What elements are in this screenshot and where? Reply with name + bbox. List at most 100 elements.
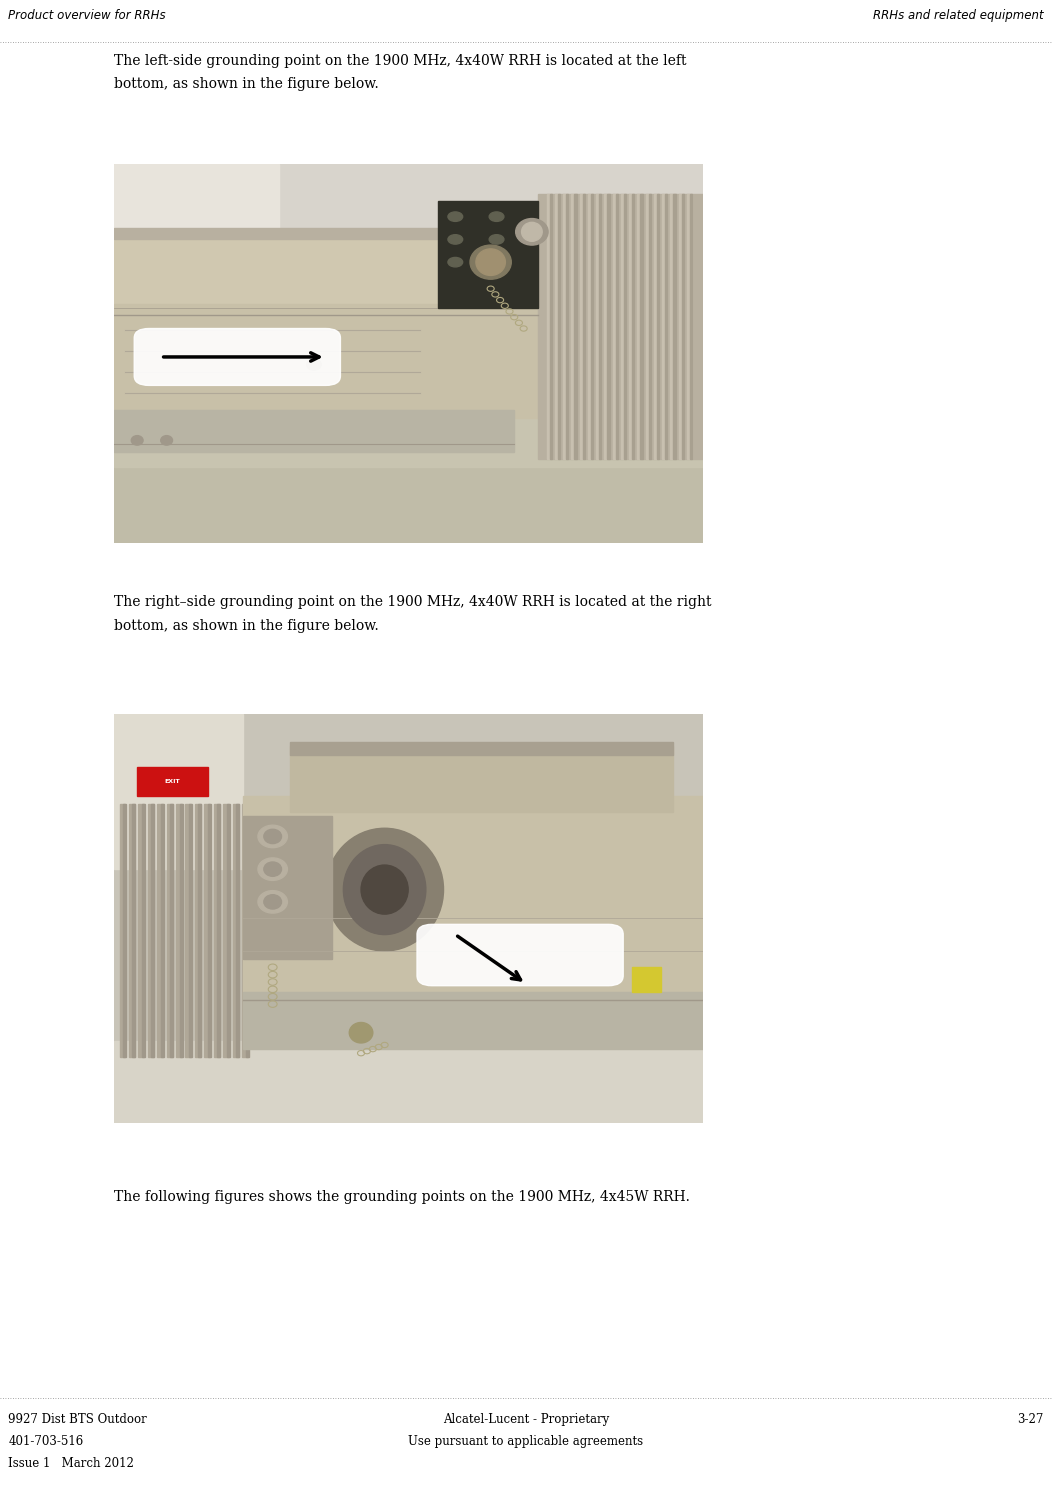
Bar	[571, 193, 576, 459]
Bar	[129, 803, 135, 1057]
Bar	[189, 803, 191, 1057]
Bar	[621, 193, 626, 459]
Bar	[648, 193, 651, 459]
Bar	[243, 796, 703, 999]
Bar	[604, 193, 610, 459]
Ellipse shape	[448, 235, 463, 244]
Bar	[632, 193, 634, 459]
Bar	[574, 193, 576, 459]
Text: EXIT: EXIT	[165, 779, 180, 784]
Bar	[632, 968, 662, 992]
Ellipse shape	[361, 865, 408, 915]
Text: Alcatel-Lucent - Proprietary: Alcatel-Lucent - Proprietary	[443, 1413, 609, 1426]
FancyBboxPatch shape	[417, 925, 623, 986]
Text: bottom, as shown in the figure below.: bottom, as shown in the figure below.	[114, 619, 379, 632]
Ellipse shape	[489, 213, 504, 222]
Ellipse shape	[448, 257, 463, 266]
Bar	[566, 193, 568, 459]
Bar	[290, 742, 673, 754]
Bar	[170, 803, 174, 1057]
Bar	[139, 803, 144, 1057]
Bar	[583, 193, 585, 459]
Text: The right–side grounding point on the 1900 MHz, 4x40W RRH is located at the righ: The right–side grounding point on the 19…	[114, 595, 711, 608]
Bar	[142, 803, 145, 1057]
Bar	[114, 410, 514, 452]
Bar	[204, 803, 210, 1057]
Bar	[123, 803, 126, 1057]
Bar	[147, 803, 154, 1057]
Bar	[290, 746, 673, 812]
Bar	[133, 803, 136, 1057]
Bar	[195, 803, 201, 1057]
Bar	[232, 803, 239, 1057]
Bar	[558, 193, 560, 459]
Text: 9927 Dist BTS Outdoor: 9927 Dist BTS Outdoor	[8, 1413, 147, 1426]
Ellipse shape	[258, 825, 287, 848]
Bar	[243, 992, 703, 1050]
Bar	[563, 193, 568, 459]
Ellipse shape	[515, 219, 548, 245]
Bar	[612, 193, 618, 459]
Bar	[114, 303, 538, 418]
Bar	[114, 1041, 703, 1123]
Bar	[438, 201, 538, 308]
Ellipse shape	[448, 213, 463, 222]
Bar	[673, 193, 675, 459]
Bar	[218, 803, 220, 1057]
Text: Product overview for RRHs: Product overview for RRHs	[8, 9, 166, 22]
Ellipse shape	[132, 436, 143, 445]
Bar	[114, 714, 243, 868]
Bar	[208, 803, 210, 1057]
Bar	[114, 315, 703, 467]
Bar	[679, 193, 684, 459]
Ellipse shape	[476, 248, 505, 275]
Bar	[114, 448, 703, 543]
Bar	[554, 193, 560, 459]
Bar	[690, 193, 692, 459]
Bar	[157, 803, 163, 1057]
Text: Use pursuant to applicable agreements: Use pursuant to applicable agreements	[408, 1435, 644, 1448]
Bar	[114, 164, 703, 335]
Bar	[176, 803, 182, 1057]
Bar	[646, 193, 651, 459]
Bar	[629, 193, 634, 459]
Ellipse shape	[349, 1023, 372, 1042]
Ellipse shape	[470, 245, 511, 280]
Ellipse shape	[161, 436, 173, 445]
Bar	[161, 803, 164, 1057]
Bar	[656, 193, 660, 459]
Ellipse shape	[522, 223, 542, 241]
Bar	[236, 803, 239, 1057]
Ellipse shape	[264, 895, 282, 909]
Bar	[245, 803, 248, 1057]
Bar	[662, 193, 667, 459]
Bar	[227, 803, 229, 1057]
Bar	[547, 193, 552, 459]
Text: The left-side grounding point on the 1900 MHz, 4x40W RRH is located at the left: The left-side grounding point on the 190…	[114, 54, 686, 67]
Ellipse shape	[264, 830, 282, 843]
Bar	[114, 232, 538, 308]
Bar	[166, 803, 173, 1057]
Ellipse shape	[489, 257, 504, 266]
Bar	[243, 816, 331, 959]
Bar	[599, 193, 602, 459]
Bar	[580, 193, 585, 459]
Text: bottom, as shown in the figure below.: bottom, as shown in the figure below.	[114, 77, 379, 91]
Bar	[114, 254, 279, 269]
Text: RRHs and related equipment: RRHs and related equipment	[873, 9, 1044, 22]
Bar	[670, 193, 675, 459]
Bar	[114, 164, 279, 269]
Bar	[638, 193, 643, 459]
Bar	[549, 193, 552, 459]
Bar	[242, 803, 248, 1057]
Bar	[615, 193, 618, 459]
Bar	[596, 193, 602, 459]
Text: Issue 1   March 2012: Issue 1 March 2012	[8, 1457, 135, 1471]
Ellipse shape	[326, 828, 444, 952]
Ellipse shape	[258, 858, 287, 880]
Bar	[538, 193, 703, 459]
Bar	[214, 803, 220, 1057]
Bar	[687, 193, 692, 459]
Bar	[654, 193, 660, 459]
Bar	[591, 193, 593, 459]
